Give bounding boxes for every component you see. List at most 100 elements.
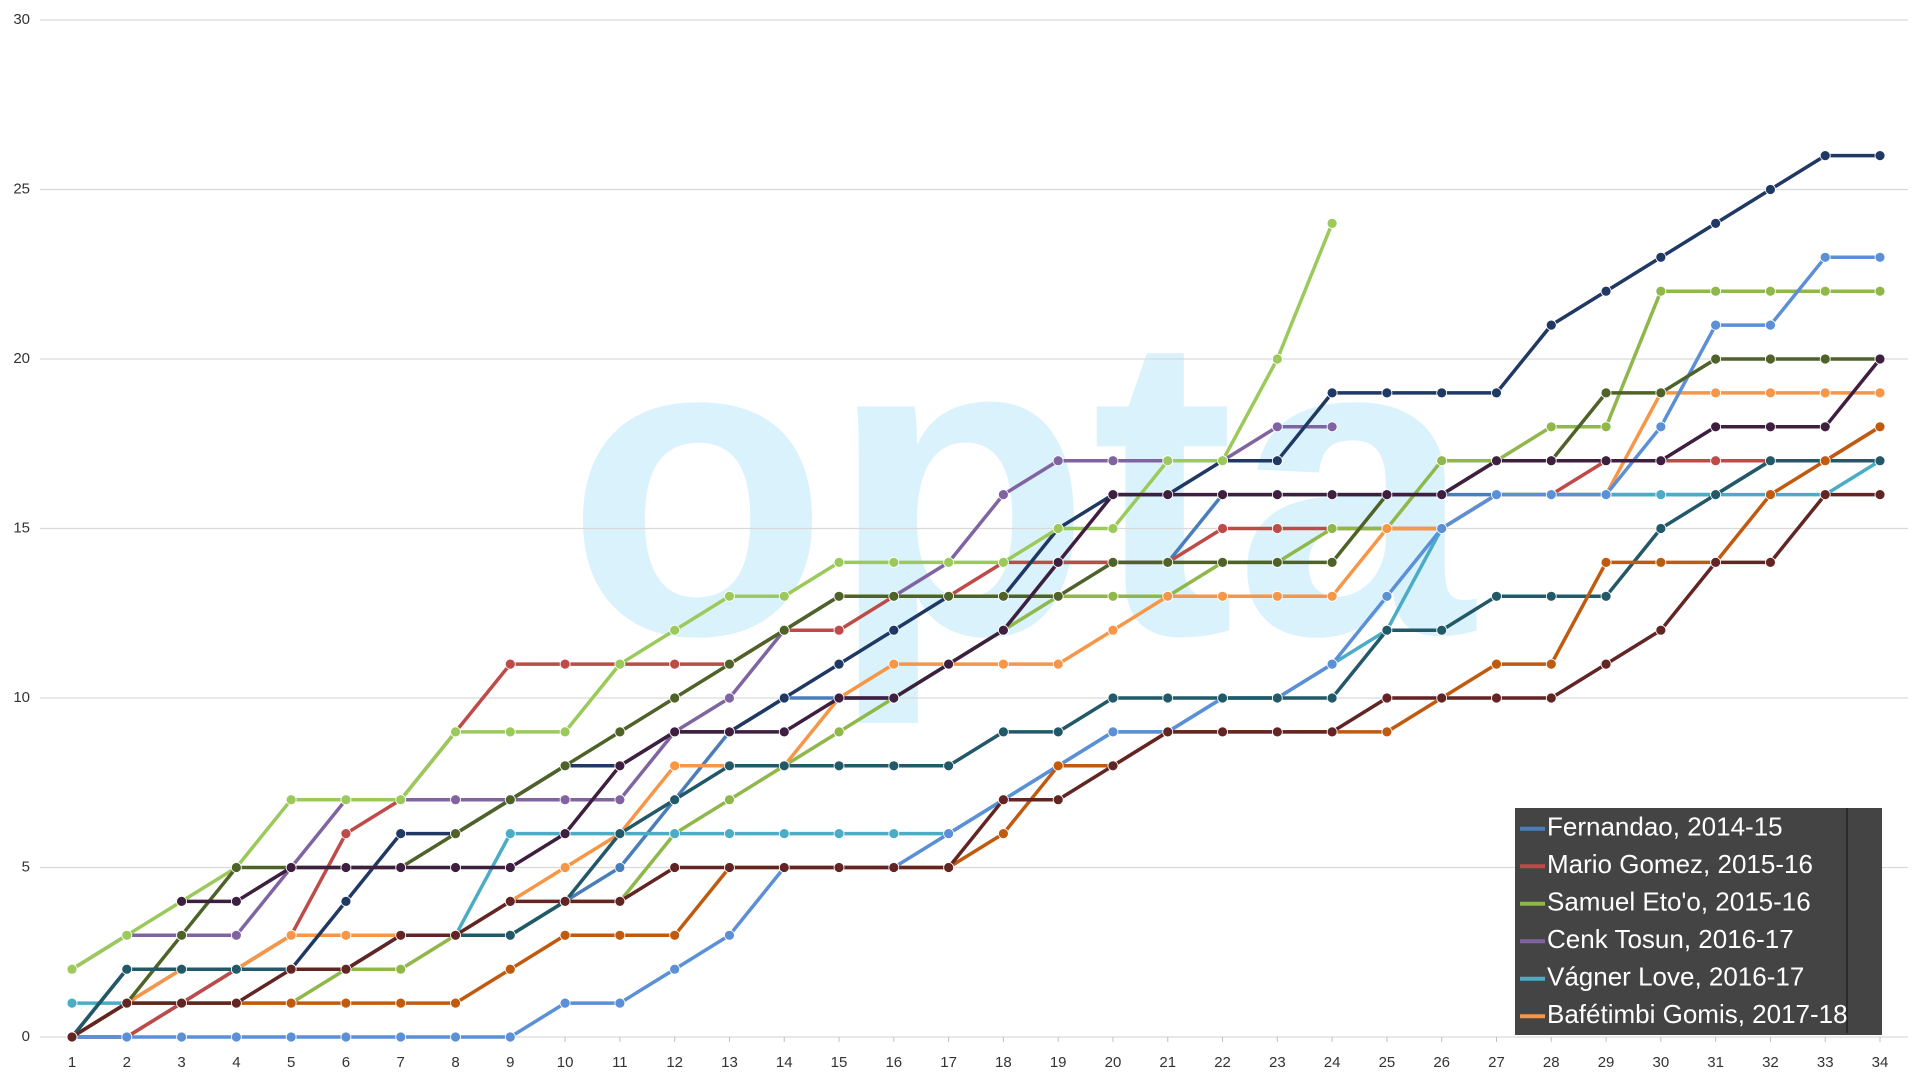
point [1326,590,1338,602]
series-line [71,425,1881,1039]
x-tick-label: 7 [397,1054,405,1071]
x-tick-label: 24 [1324,1054,1341,1071]
point [1217,557,1228,568]
point [1162,590,1174,602]
point [504,963,516,975]
legend-label: Vágner Love, 2016-17 [1547,962,1804,992]
y-tick-label: 30 [13,11,30,28]
x-tick-label: 22 [1214,1054,1231,1071]
point [833,862,845,873]
point [1600,489,1612,501]
point [1874,387,1886,399]
point [943,862,955,873]
point [1381,692,1393,704]
point [833,692,845,704]
point [450,929,461,941]
point [504,896,516,907]
legend-label: Cenk Tosun, 2016-17 [1547,924,1794,954]
y-tick-label: 0 [22,1028,30,1045]
point [1655,557,1667,568]
point [1655,455,1667,467]
point [1436,523,1448,534]
x-tick-label: 2 [123,1054,131,1071]
point [1710,557,1722,568]
point [1107,624,1119,636]
point [724,828,735,839]
point [833,624,845,636]
point [1107,590,1119,602]
point [1819,251,1831,263]
x-tick-label: 11 [612,1054,628,1071]
point [1491,658,1502,670]
point [1545,421,1557,433]
x-tick-label: 12 [666,1054,683,1071]
point [504,828,516,839]
point [395,1031,407,1043]
point [176,997,187,1009]
point [833,658,845,670]
point [1765,387,1776,399]
point [997,726,1009,738]
point [1491,590,1502,602]
point [1819,489,1831,501]
point [1874,489,1886,501]
point [1491,692,1502,704]
point [559,658,571,670]
point [395,794,407,806]
point [1491,489,1502,501]
point [833,760,845,772]
point [669,862,681,873]
legend-box [1515,808,1882,1035]
point [1217,590,1228,602]
point [1271,489,1283,501]
point [669,726,681,738]
point [1491,455,1502,467]
point [66,963,78,975]
point [1107,692,1119,704]
point [1107,726,1119,738]
point [1271,353,1283,365]
point [1107,455,1119,467]
point [778,590,790,602]
point [340,1031,352,1043]
point [1819,150,1831,162]
point [1052,658,1064,670]
point [121,997,133,1009]
point [1162,557,1174,568]
point [504,658,516,670]
point [1271,692,1283,704]
x-tick-label: 9 [506,1054,514,1071]
point [997,590,1009,602]
point [559,726,571,738]
point [1217,523,1228,534]
point [1545,319,1557,331]
x-tick-label: 21 [1159,1054,1176,1071]
point [1874,455,1886,467]
point [121,1031,133,1043]
point [1326,557,1338,568]
point [1765,557,1776,568]
point [778,828,790,839]
point [888,590,900,602]
point [285,997,297,1009]
point [669,760,681,772]
point [669,929,681,941]
point [669,658,681,670]
point [1052,590,1064,602]
point [340,862,352,873]
point [833,557,845,568]
point [450,726,461,738]
x-tick-label: 29 [1598,1054,1615,1071]
point [943,590,955,602]
point [1162,726,1174,738]
x-tick-label: 10 [557,1054,574,1071]
point [340,997,352,1009]
point [669,692,681,704]
point [559,760,571,772]
point [778,726,790,738]
point [176,963,187,975]
point [285,963,297,975]
point [1765,455,1776,467]
point [778,692,790,704]
